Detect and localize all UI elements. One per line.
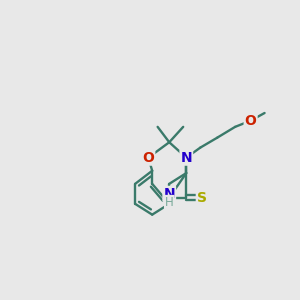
Text: O: O (142, 151, 154, 165)
Text: N: N (181, 151, 192, 165)
Text: H: H (165, 196, 174, 209)
Text: N: N (164, 187, 175, 201)
Text: S: S (197, 191, 207, 205)
Text: O: O (245, 114, 256, 128)
